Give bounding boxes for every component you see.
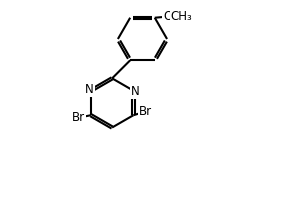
Text: O: O [163,10,172,23]
Text: N: N [131,85,139,98]
Text: Br: Br [139,105,152,118]
Text: N: N [85,83,94,96]
Text: Br: Br [72,111,85,124]
Text: CH₃: CH₃ [171,10,193,23]
